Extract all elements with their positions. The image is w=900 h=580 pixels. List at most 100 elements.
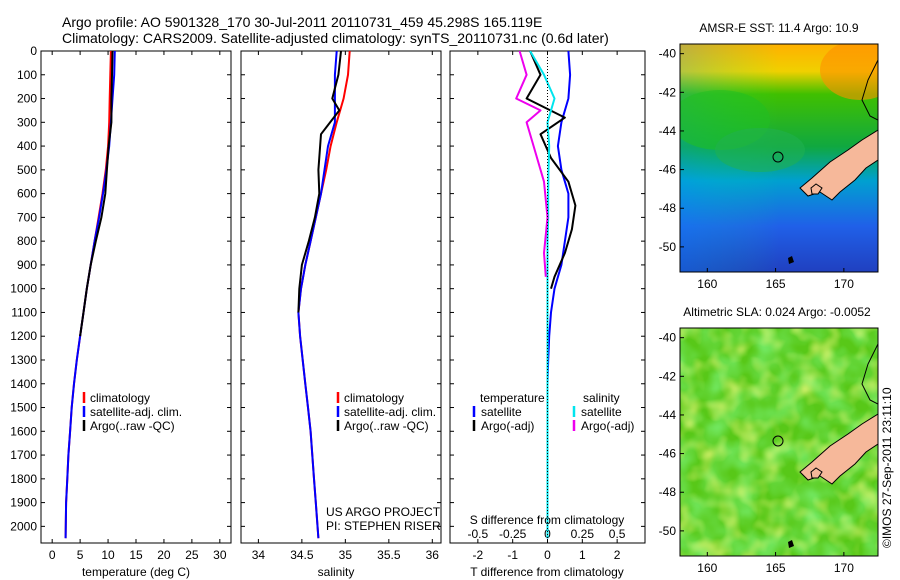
series-line bbox=[64, 51, 112, 539]
temperature-panel-frame bbox=[40, 50, 232, 544]
sst-map-image bbox=[680, 44, 878, 272]
x-tick-label: 0 bbox=[49, 548, 56, 562]
x-tick-label: 35 bbox=[339, 548, 353, 562]
lon-tick-label: 170 bbox=[834, 561, 854, 575]
x-tick-label: -2 bbox=[473, 548, 484, 562]
x-tick-label: 34.5 bbox=[290, 548, 314, 562]
y-tick-label: 600 bbox=[17, 187, 37, 201]
y-tick-label: 1700 bbox=[10, 448, 37, 462]
lon-tick-label: 170 bbox=[834, 277, 854, 291]
imos-credit: ©IMOS 27-Sep-2011 23:11:10 bbox=[880, 387, 894, 548]
lat-tick-label: -48 bbox=[659, 201, 677, 215]
x-tick-label: 2 bbox=[614, 548, 621, 562]
x-tick-label: -1 bbox=[507, 548, 518, 562]
lat-tick-label: -40 bbox=[659, 47, 677, 61]
lon-tick-label: 160 bbox=[697, 561, 717, 575]
difference-legend: temperature salinity satellite Argo(-adj… bbox=[472, 391, 634, 433]
project-annotation: US ARGO PROJECT bbox=[326, 505, 441, 519]
sst-map-title: AMSR-E SST: 11.4 Argo: 10.9 bbox=[699, 21, 859, 35]
y-tick-label: 1000 bbox=[10, 282, 37, 296]
pi-annotation: PI: STEPHEN RISER bbox=[326, 519, 441, 533]
legend-sal-argo: Argo(-adj) bbox=[581, 419, 634, 433]
salinity-panel-frame bbox=[240, 50, 442, 544]
lat-tick-label: -44 bbox=[659, 124, 677, 138]
temperature-xlabel: temperature (deg C) bbox=[82, 565, 190, 579]
x-tick-label: 30 bbox=[213, 548, 227, 562]
series-line bbox=[515, 51, 549, 277]
salinity-legend: climatology satellite-adj. clim. Argo(..… bbox=[336, 391, 436, 433]
difference-xlabel: T difference from climatology bbox=[470, 565, 624, 579]
lon-tick-label: 165 bbox=[766, 277, 786, 291]
lat-tick-label: -50 bbox=[659, 240, 677, 254]
top-x-tick-label: -0.25 bbox=[499, 527, 527, 541]
y-tick-label: 0 bbox=[30, 44, 37, 58]
series-line bbox=[297, 51, 351, 539]
legend-satellite-adj: satellite-adj. clim. bbox=[90, 405, 182, 419]
figure-title-line2: Climatology: CARS2009. Satellite-adjuste… bbox=[62, 30, 609, 46]
y-tick-label: 200 bbox=[17, 92, 37, 106]
lat-tick-label: -42 bbox=[659, 85, 677, 99]
x-tick-label: 25 bbox=[185, 548, 199, 562]
argo-location-marker bbox=[772, 151, 784, 163]
y-tick-label: 500 bbox=[17, 163, 37, 177]
y-tick-label: 300 bbox=[17, 115, 37, 129]
series-line bbox=[297, 51, 342, 313]
y-tick-label: 1900 bbox=[10, 496, 37, 510]
legend-satellite-adj: satellite-adj. clim. bbox=[344, 405, 436, 419]
x-tick-label: 20 bbox=[157, 548, 171, 562]
lat-tick-label: -44 bbox=[659, 408, 677, 422]
y-tick-label: 1800 bbox=[10, 472, 37, 486]
series-line bbox=[79, 51, 114, 337]
salinity-xlabel: salinity bbox=[318, 565, 355, 579]
sla-map-title: Altimetric SLA: 0.024 Argo: -0.0052 bbox=[683, 305, 871, 319]
y-tick-label: 1100 bbox=[11, 305, 37, 319]
lon-tick-label: 165 bbox=[766, 561, 786, 575]
x-tick-label: 10 bbox=[101, 548, 115, 562]
sst-map-frame bbox=[679, 43, 879, 273]
y-tick-label: 800 bbox=[17, 234, 37, 248]
lat-tick-label: -50 bbox=[659, 524, 677, 538]
series-line bbox=[297, 51, 338, 539]
legend-climatology: climatology bbox=[90, 391, 150, 405]
top-x-tick-label: -0.5 bbox=[468, 527, 489, 541]
x-tick-label: 1 bbox=[579, 548, 586, 562]
y-tick-label: 2000 bbox=[10, 519, 37, 533]
x-tick-label: 15 bbox=[129, 548, 143, 562]
temperature-legend: climatology satellite-adj. clim. Argo(..… bbox=[82, 391, 182, 433]
y-tick-label: 1200 bbox=[10, 329, 37, 343]
y-tick-label: 1500 bbox=[10, 401, 37, 415]
legend-temp-argo: Argo(-adj) bbox=[481, 419, 534, 433]
y-tick-label: 1300 bbox=[10, 353, 37, 367]
series-line bbox=[546, 51, 572, 539]
difference-top-axis-label: S difference from climatology bbox=[470, 513, 625, 527]
series-line bbox=[525, 51, 577, 289]
y-tick-label: 700 bbox=[17, 210, 37, 224]
lat-tick-label: -42 bbox=[659, 369, 677, 383]
lat-tick-label: -40 bbox=[659, 331, 677, 345]
legend-argo: Argo(..raw -QC) bbox=[344, 419, 429, 433]
x-tick-label: 35.5 bbox=[377, 548, 401, 562]
x-tick-label: 36 bbox=[426, 548, 440, 562]
legend-salinity-title: salinity bbox=[583, 391, 620, 405]
series-line bbox=[64, 51, 116, 539]
legend-sal-satellite: satellite bbox=[581, 405, 622, 419]
lon-tick-label: 160 bbox=[697, 277, 717, 291]
sla-map-frame bbox=[679, 327, 879, 557]
x-tick-label: 0 bbox=[544, 548, 551, 562]
series-line bbox=[529, 51, 556, 539]
y-tick-label: 900 bbox=[17, 258, 37, 272]
x-tick-label: 34 bbox=[252, 548, 266, 562]
sla-map-image bbox=[680, 328, 878, 556]
y-tick-label: 100 bbox=[17, 68, 37, 82]
lat-tick-label: -46 bbox=[659, 447, 677, 461]
y-tick-label: 1400 bbox=[10, 377, 37, 391]
argo-location-marker bbox=[772, 435, 784, 447]
legend-temperature-title: temperature bbox=[480, 391, 545, 405]
legend-argo: Argo(..raw -QC) bbox=[90, 419, 175, 433]
y-tick-label: 400 bbox=[17, 139, 37, 153]
legend-temp-satellite: satellite bbox=[481, 405, 522, 419]
lat-tick-label: -48 bbox=[659, 485, 677, 499]
top-x-tick-label: 0.5 bbox=[609, 527, 626, 541]
figure-title-line1: Argo profile: AO 5901328_170 30-Jul-2011… bbox=[62, 14, 543, 30]
